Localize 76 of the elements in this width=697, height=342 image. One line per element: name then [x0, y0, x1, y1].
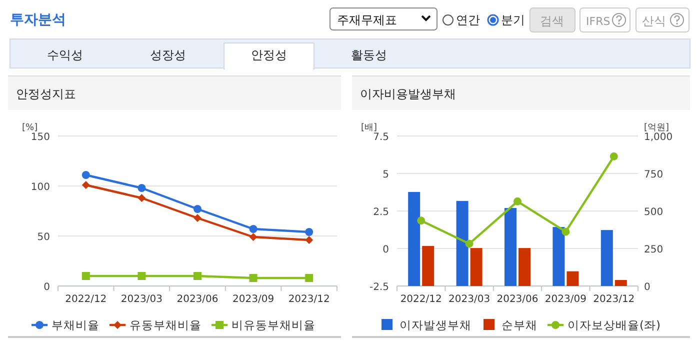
x-tick-label: 2023/03 [120, 294, 162, 305]
y-tick-label: 7.5 [373, 132, 389, 143]
text: IFRS [586, 15, 610, 28]
text: 연간 [456, 13, 480, 27]
point [138, 194, 146, 202]
point [305, 236, 314, 244]
bar [552, 227, 565, 286]
y-tick-label: 50 [37, 232, 50, 243]
bar [600, 230, 613, 286]
y-axis-title: [%] [22, 123, 38, 133]
point [138, 272, 146, 280]
legend-label: 이자발생부채 [400, 318, 472, 332]
legend-label: 이자보상배율(좌) [568, 318, 660, 332]
point [138, 184, 146, 192]
point [305, 274, 314, 282]
y-tick-label: 100 [30, 182, 50, 193]
x-tick-label: 2022/12 [400, 294, 442, 305]
text: 성장성 [150, 48, 186, 62]
y2-tick-label: 250 [644, 244, 664, 256]
point [82, 272, 90, 280]
point [82, 181, 90, 189]
text: 안정성 [251, 48, 287, 62]
bar [422, 246, 434, 286]
point [194, 205, 202, 213]
point [465, 240, 474, 248]
y2-tick-label: 1,000 [644, 132, 673, 143]
x-tick-label: 2023/06 [176, 294, 218, 305]
x-tick-label: 2023/09 [232, 294, 274, 305]
text: 검색 [540, 14, 564, 28]
x-tick-label: 2023/12 [593, 294, 635, 305]
x-tick-label: 2023/12 [288, 294, 330, 305]
legend-label: 순부채 [502, 318, 538, 332]
point [562, 228, 570, 236]
point [194, 214, 202, 222]
y-tick-label: 2.5 [373, 207, 389, 218]
text: 산식 [642, 14, 666, 28]
bar [470, 248, 482, 286]
point [610, 152, 618, 160]
bar [456, 200, 468, 286]
y2-tick-label: 750 [644, 170, 664, 180]
x-tick-label: 2023/03 [448, 294, 490, 305]
point [82, 171, 90, 179]
y-tick-label: 0 [44, 282, 50, 293]
point [305, 228, 314, 236]
bar [614, 280, 627, 286]
y-tick-label: 5 [382, 170, 389, 180]
text: 투자분석 [10, 12, 66, 28]
text: 수익성 [47, 48, 83, 62]
y-axis-title: [배] [361, 123, 378, 133]
bar [408, 192, 420, 286]
bar [504, 208, 516, 286]
legend-label: 부채비율 [52, 318, 100, 332]
y2-tick-label: 0 [644, 282, 650, 293]
x-tick-label: 2023/09 [544, 294, 586, 305]
y2-axis-title: [억원] [644, 123, 670, 133]
point [194, 272, 202, 280]
chart-title: 이자비용발생부채 [360, 87, 456, 101]
y-tick-label: 150 [30, 132, 50, 143]
bar [566, 271, 579, 286]
chart-title: 안정성지표 [16, 87, 76, 101]
text: 분기 [501, 13, 525, 27]
y2-tick-label: 500 [644, 207, 664, 218]
y-tick-label: 0 [382, 244, 389, 256]
point [417, 216, 426, 225]
legend-label: 유동부채비율 [130, 318, 202, 332]
legend-label: 비유동부채비율 [232, 318, 316, 332]
y-tick-label: -2.5 [369, 282, 389, 293]
point [514, 197, 522, 206]
bar [518, 248, 530, 286]
point [249, 233, 258, 241]
x-tick-label: 2023/06 [496, 294, 538, 305]
text: 주재무제표 [337, 13, 397, 27]
point [249, 274, 258, 282]
x-tick-label: 2022/12 [65, 294, 107, 305]
point [249, 225, 258, 233]
text: 활동성 [351, 48, 387, 62]
